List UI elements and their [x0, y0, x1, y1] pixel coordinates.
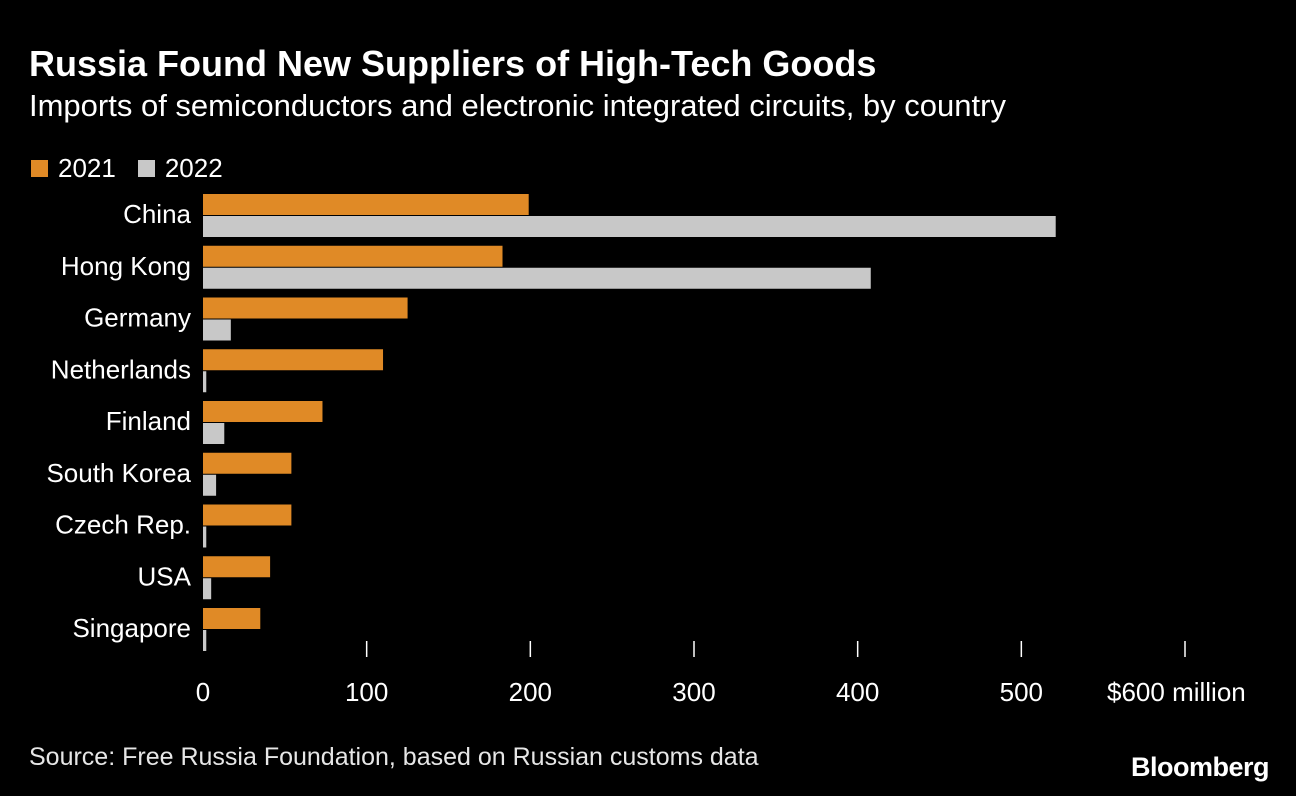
legend-item-2022: 2022: [137, 152, 223, 184]
bar-2022-hong-kong: [203, 267, 871, 289]
category-label-china: China: [123, 199, 191, 229]
x-tick-label-300: 300: [672, 677, 715, 707]
x-tick-label-500: 500: [1000, 677, 1043, 707]
bar-2021-singapore: [203, 608, 261, 629]
legend-label-2021: 2021: [58, 152, 116, 183]
category-label-finland: Finland: [106, 406, 191, 436]
category-label-czech-rep: Czech Rep.: [55, 510, 191, 540]
category-label-netherlands: Netherlands: [51, 354, 191, 384]
legend: 2021 2022: [31, 152, 245, 184]
bar-2021-germany: [203, 297, 408, 319]
legend-label-2022: 2022: [164, 152, 223, 183]
x-tick-label-0: 0: [196, 677, 210, 707]
x-tick-label-200: 200: [509, 677, 552, 707]
category-label-usa: USA: [138, 561, 192, 591]
chart-title: Russia Found New Suppliers of High-Tech …: [29, 43, 877, 84]
bar-2021-usa: [203, 556, 271, 578]
category-label-south-korea: South Korea: [46, 458, 191, 488]
bar-2021-hong-kong: [203, 245, 503, 267]
category-label-hong-kong: Hong Kong: [61, 251, 191, 281]
legend-item-2021: 2021: [31, 153, 116, 184]
bar-2022-china: [203, 216, 1056, 237]
x-tick-label-400: 400: [836, 677, 879, 707]
bar-2022-netherlands: [203, 371, 207, 393]
bar-2021-finland: [203, 401, 323, 422]
category-label-germany: Germany: [84, 303, 191, 333]
bar-2022-finland: [203, 423, 225, 444]
chart-subtitle: Imports of semiconductors and electronic…: [29, 88, 1006, 123]
bar-2022-usa: [203, 578, 212, 600]
x-tick-label-600: $600 million: [1107, 677, 1246, 707]
bar-2021-south-korea: [203, 452, 292, 474]
bar-2022-singapore: [203, 630, 207, 651]
bar-2022-czech-rep: [203, 526, 207, 548]
bar-2022-germany: [203, 319, 231, 341]
category-label-singapore: Singapore: [72, 613, 191, 643]
x-tick-label-100: 100: [345, 677, 388, 707]
bar-2021-netherlands: [203, 349, 384, 371]
legend-swatch-2021: [31, 159, 48, 177]
bar-2021-china: [203, 194, 529, 215]
legend-swatch-2022: [137, 159, 155, 177]
bar-2021-czech-rep: [203, 504, 292, 526]
source-note: Source: Free Russia Foundation, based on…: [29, 743, 759, 771]
bloomberg-logo: Bloomberg: [1130, 752, 1270, 782]
bar-2022-south-korea: [203, 474, 217, 496]
